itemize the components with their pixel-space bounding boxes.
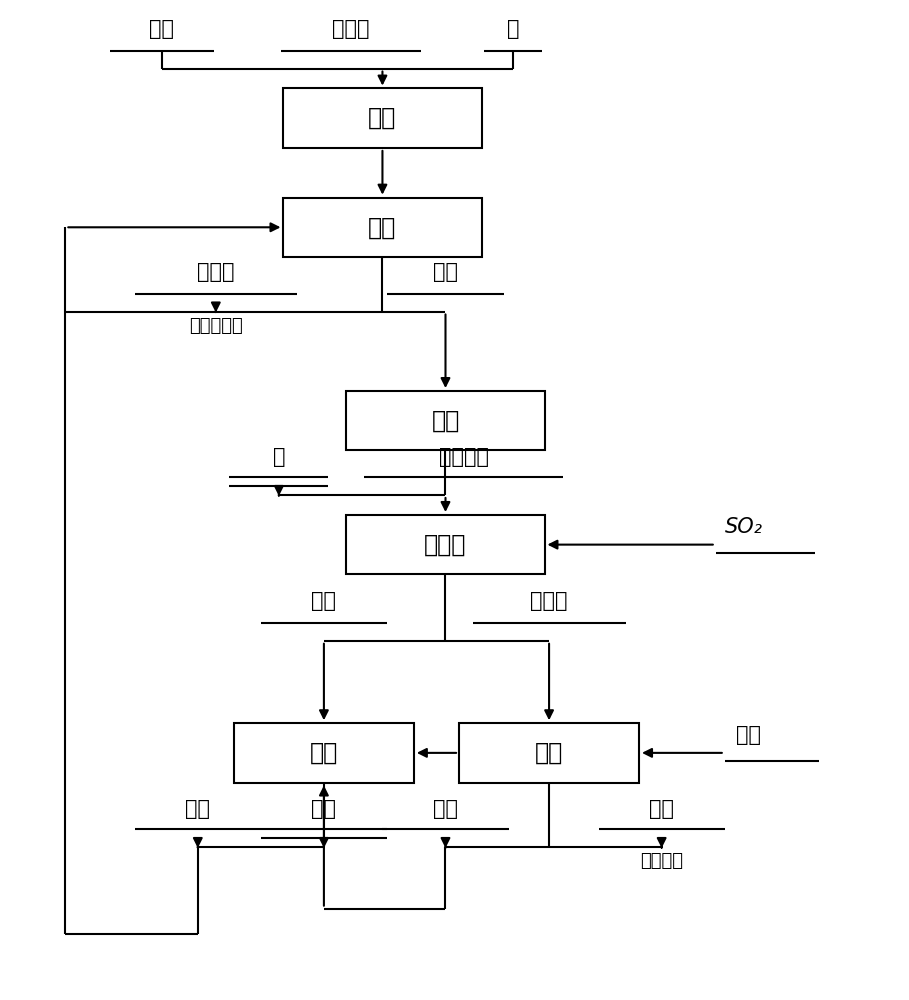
Text: 浆化: 浆化	[368, 106, 396, 130]
Text: 硒渣: 硒渣	[185, 799, 210, 819]
Bar	[234, 723, 414, 783]
Text: 氧化剂: 氧化剂	[332, 19, 370, 39]
Text: 烟气: 烟气	[433, 262, 458, 282]
Bar	[346, 515, 544, 574]
Text: 焙烧: 焙烧	[368, 215, 396, 239]
Text: 含硒蒸气: 含硒蒸气	[438, 447, 488, 467]
Text: 吸收液: 吸收液	[530, 591, 568, 611]
Text: 酸泥: 酸泥	[149, 19, 175, 39]
Text: 汞: 汞	[273, 447, 285, 467]
Text: SO₂: SO₂	[724, 517, 763, 537]
Text: 粗硒: 粗硒	[433, 799, 458, 819]
Text: 粗硒: 粗硒	[312, 591, 336, 611]
Text: 酸: 酸	[507, 19, 519, 39]
Bar	[346, 391, 544, 450]
Bar	[284, 88, 482, 148]
Text: 精炼: 精炼	[310, 741, 338, 765]
Bar	[459, 723, 639, 783]
Text: （返冶炼）: （返冶炼）	[189, 317, 243, 335]
Text: （回用）: （回用）	[640, 852, 684, 870]
Text: 吸收塔: 吸收塔	[425, 533, 466, 557]
Text: 还原: 还原	[534, 741, 564, 765]
Bar	[284, 198, 482, 257]
Text: 铅片: 铅片	[735, 725, 761, 745]
Text: 精硒: 精硒	[312, 799, 336, 819]
Text: 冷凝: 冷凝	[432, 409, 460, 433]
Text: 焙烧渣: 焙烧渣	[197, 262, 235, 282]
Text: 后液: 后液	[649, 799, 674, 819]
